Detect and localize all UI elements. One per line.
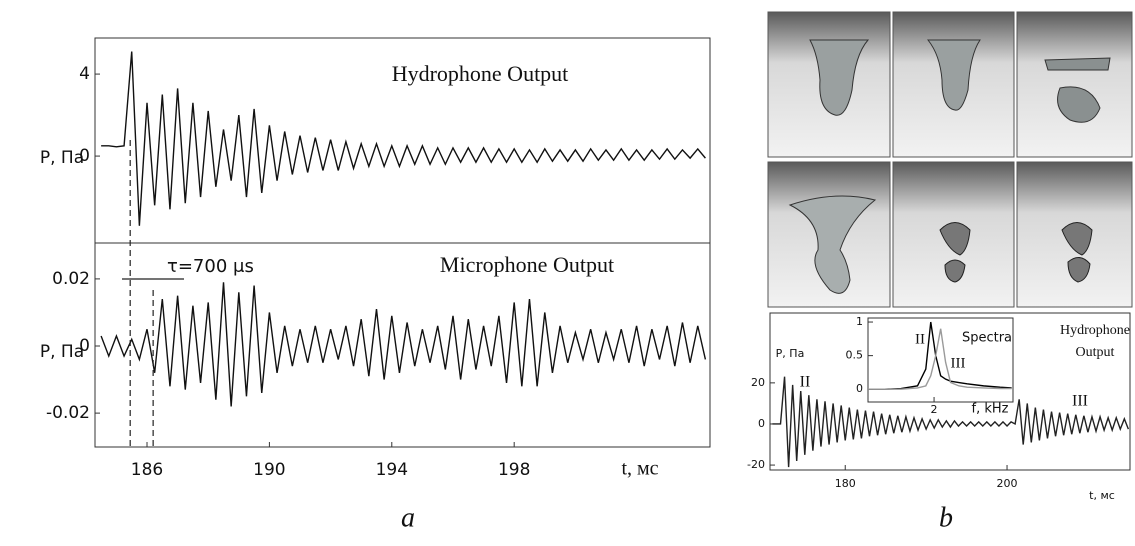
series-line [868, 321, 1012, 390]
x-tick-label: 194 [376, 460, 408, 480]
x-tick-label: 2 [931, 403, 938, 416]
drop-shape [939, 222, 971, 283]
annotation: Hydrophone [1060, 323, 1130, 338]
y-tick-label: 0 [856, 382, 863, 395]
photo-grid [767, 11, 1133, 308]
y-tick-label: 0 [79, 336, 90, 356]
y-tick-label: 4 [79, 64, 90, 84]
photo [1016, 11, 1133, 158]
y-tick-label: 0.5 [846, 349, 864, 362]
y-tick-label: 0 [79, 146, 90, 166]
series-line [868, 328, 1012, 390]
x-tick-label: 190 [253, 460, 285, 480]
drop-shape [926, 39, 981, 111]
y-tick-label: -20 [747, 458, 765, 471]
ylabel: P, Па [40, 148, 84, 168]
series-label: III [1072, 393, 1088, 410]
interval-label: τ=700 μs [167, 256, 254, 277]
series-line [100, 282, 707, 407]
y-tick-label: -0.02 [46, 403, 90, 423]
x-tick-label: 180 [835, 477, 856, 490]
drop-shape [1044, 57, 1111, 123]
ylabel: P, Па [40, 342, 84, 362]
panel-caption: b [939, 502, 953, 533]
annotation: Hydrophone Output [392, 61, 569, 86]
y-tick-label: 0 [758, 417, 765, 430]
annotation: Output [1076, 345, 1115, 360]
annotation: Microphone Output [440, 252, 614, 277]
xlabel: t, мс [621, 458, 658, 480]
x-tick-label: 186 [131, 460, 163, 480]
x-tick-label: 198 [498, 460, 530, 480]
xlabel: t, мс [1089, 489, 1115, 502]
series-label: II [800, 374, 811, 391]
annotation: Spectra [962, 331, 1012, 346]
series-label: II [915, 331, 925, 347]
plot-frame [94, 37, 711, 244]
panel-caption: a [401, 502, 415, 533]
x-tick-label: 200 [997, 477, 1018, 490]
drop-shape [1061, 222, 1093, 283]
drop-shape [788, 195, 877, 294]
series-line [772, 376, 1130, 468]
drop-shape [809, 39, 870, 116]
series-label: III [951, 355, 966, 371]
y-tick-label: 0.02 [52, 269, 90, 289]
ylabel: P, Па [776, 347, 805, 360]
y-tick-label: 20 [751, 376, 765, 389]
y-tick-label: 1 [856, 315, 863, 328]
xlabel: f, kHz [972, 402, 1009, 417]
series-line [101, 51, 706, 226]
